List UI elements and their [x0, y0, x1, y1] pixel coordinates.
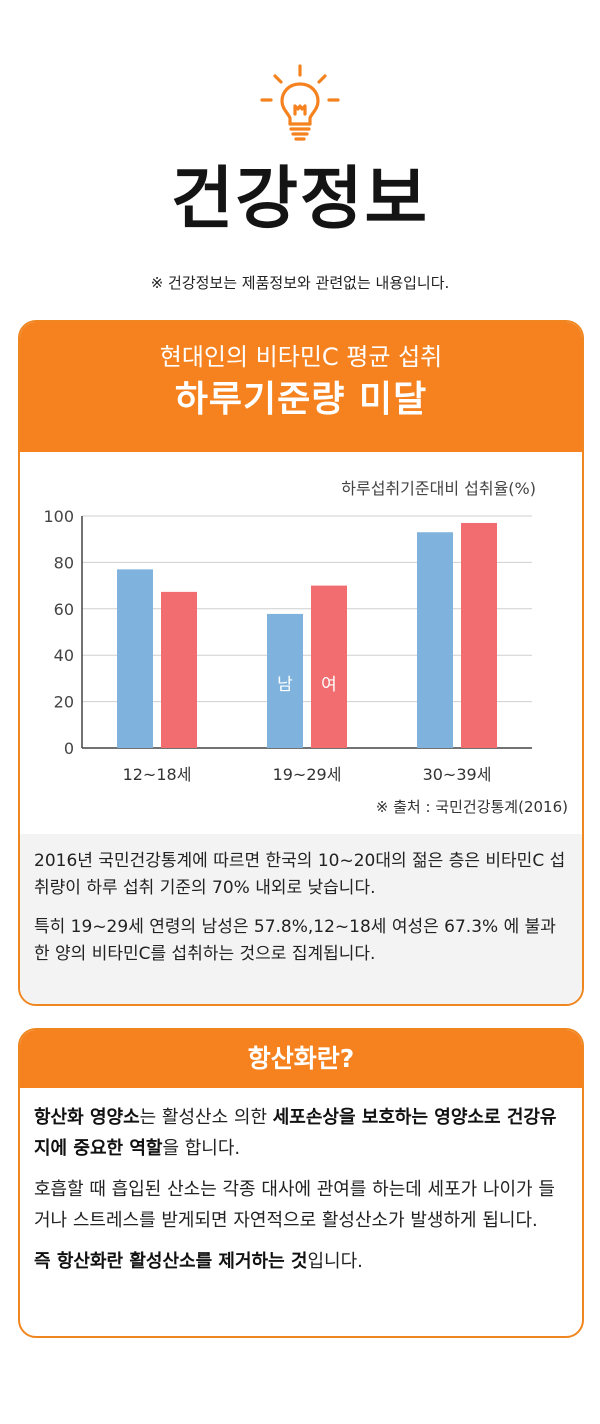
y-tick-label: 80 [54, 553, 74, 572]
bold-term-nutrient: 항산화 영양소 [34, 1107, 140, 1128]
bold-term-protection: 세포손상을 보호하는 영양소로 건강유지에 중요한 역할 [34, 1107, 557, 1159]
plain-text: 는 활성산소 의한 [139, 1107, 273, 1128]
antioxidant-card-title: 항산화란? [20, 1030, 582, 1088]
card-subtitle: 현대인의 비타민C 평균 섭취 [159, 343, 443, 371]
bold-conclusion: 즉 항산화란 활성산소를 제거하는 것 [34, 1251, 308, 1272]
vitamin-c-card-header: 현대인의 비타민C 평균 섭취 하루기준량 미달 [20, 322, 582, 452]
card-headline: 하루기준량 미달 [174, 379, 428, 420]
bar-female [461, 522, 497, 748]
vitamin-c-card: 현대인의 비타민C 평균 섭취 하루기준량 미달 하루섭취기준대비 섭취율(%)… [18, 320, 584, 1006]
description-paragraph-2: 특히 19~29세 연령의 남성은 57.8%,12~18세 여성은 67.3%… [34, 917, 556, 964]
bar-female [161, 591, 197, 748]
y-tick-label: 60 [54, 600, 74, 619]
antioxidant-card: 항산화란? 항산화 영양소는 활성산소 의한 세포손상을 보호하는 영양소로 건… [18, 1028, 584, 1338]
bar-female [311, 585, 347, 748]
page-title: 건강정보 [170, 160, 430, 239]
series-label: 남 [277, 675, 293, 695]
bar-male [417, 532, 453, 748]
y-tick-label: 20 [54, 693, 74, 712]
x-tick-label: 12~18세 [123, 765, 192, 784]
plain-text: 을 합니다. [162, 1138, 241, 1159]
chart-ylabel: 하루섭취기준대비 섭취율(%) [341, 479, 536, 498]
chart-source: ※ 출처 : 국민건강통계(2016) [376, 798, 568, 816]
bar-male [267, 613, 303, 748]
y-tick-label: 40 [54, 646, 74, 665]
description-paragraph-1: 2016년 국민건강통계에 따르면 한국의 10~20대의 젊은 층은 비타민C… [34, 851, 566, 898]
antioxidant-card-body: 항산화 영양소는 활성산소 의한 세포손상을 보호하는 영양소로 건강유지에 중… [20, 1088, 582, 1277]
disclaimer-text: ※ 건강정보는 제품정보와 관련없는 내용입니다. [150, 274, 450, 292]
y-tick-label: 0 [64, 739, 74, 758]
plain-text: 입니다. [307, 1251, 363, 1272]
y-tick-label: 100 [43, 507, 74, 526]
antioxidant-paragraph-3: 즉 항산화란 활성산소를 제거하는 것입니다. [34, 1246, 568, 1277]
intake-bar-chart: 하루섭취기준대비 섭취율(%) 0 20 40 60 80 100 남 여 12~18세 19… [43, 479, 568, 816]
vitamin-c-description: 2016년 국민건강통계에 따르면 한국의 10~20대의 젊은 층은 비타민C… [20, 834, 582, 1004]
x-tick-label: 19~29세 [273, 765, 342, 784]
x-tick-label: 30~39세 [423, 765, 492, 784]
bar-male [117, 569, 153, 748]
antioxidant-paragraph-1: 항산화 영양소는 활성산소 의한 세포손상을 보호하는 영양소로 건강유지에 중… [34, 1102, 568, 1164]
lightbulb-icon [260, 64, 340, 141]
series-label: 여 [321, 675, 337, 695]
intake-chart: 하루섭취기준대비 섭취율(%) 0 20 40 60 80 100 남 여 12~18세 19… [20, 452, 582, 832]
antioxidant-paragraph-2: 호흡할 때 흡입된 산소는 각종 대사에 관여를 하는데 세포가 나이가 들거나… [34, 1179, 555, 1231]
